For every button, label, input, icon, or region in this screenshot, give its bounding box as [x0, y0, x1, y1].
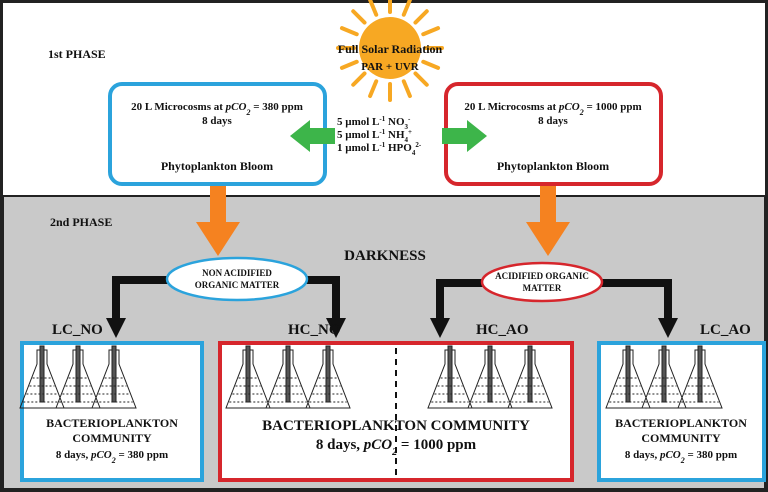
box-hc: [218, 341, 574, 482]
flask-rod: [39, 345, 45, 403]
acidified-line: MATTER: [523, 283, 562, 293]
sun-ray: [339, 26, 359, 37]
sun-title: Full Solar Radiation: [338, 42, 443, 56]
flask-rod: [625, 345, 631, 403]
sun: [336, 0, 444, 102]
nutrient-part: -1: [379, 141, 385, 149]
community-conditions: 8 days, pCO2 = 380 ppm: [625, 449, 737, 465]
nutrient-part: 3: [405, 123, 409, 131]
flask-rod: [245, 345, 251, 403]
nutrient-part: NH: [385, 129, 405, 141]
sun-ray: [421, 26, 441, 37]
nutrient: 5 µmol L-1 NO3-: [337, 115, 411, 131]
sun-ray: [401, 0, 412, 17]
non-acidified-ellipse: [165, 256, 309, 302]
flask-outline: [677, 349, 723, 409]
flask: [91, 345, 137, 409]
nutrient-part: +: [408, 128, 412, 136]
flask-rod: [697, 345, 703, 403]
sun-ray: [368, 0, 379, 17]
sun-ray: [339, 59, 359, 70]
treatment-label: HC_AO: [476, 322, 529, 338]
flask-outline: [91, 349, 137, 409]
flask-rod: [111, 345, 117, 403]
arrow-down-right: [526, 186, 570, 256]
arrow-down-left: [196, 186, 240, 256]
non-acidified-line: ORGANIC MATTER: [195, 280, 280, 290]
flasks: [19, 345, 723, 409]
flask-rod: [447, 345, 453, 403]
sun-ray: [413, 9, 429, 25]
microcosm-high-label: Phytoplankton Bloom: [497, 159, 609, 173]
acidified-line: ACIDIFIED ORGANIC: [495, 271, 589, 281]
nutrient-part: 1 µmol L: [337, 142, 379, 154]
community-conditions: 8 days, pCO2 = 380 ppm: [56, 449, 168, 465]
sun-ray: [351, 9, 367, 25]
nutrient: 1 µmol L-1 HPO42-: [337, 141, 422, 157]
flask-rod: [75, 345, 81, 403]
microcosm-low-label: Phytoplankton Bloom: [161, 159, 273, 173]
split-arrows: [112, 276, 672, 320]
nutrient-part: HPO: [385, 142, 412, 154]
nutrient-part: 5 µmol L: [337, 116, 379, 128]
community-line: BACTERIOPLANKTON: [615, 416, 747, 430]
split-arrowheads: [106, 318, 678, 338]
darkness-label: DARKNESS: [344, 248, 426, 264]
sun-ray: [351, 71, 367, 87]
treatment-label: LC_NO: [52, 322, 103, 338]
treatment-label: LC_AO: [700, 322, 751, 338]
flask-outline: [507, 349, 553, 409]
flask: [427, 345, 473, 409]
nutrient-part: 5 µmol L: [337, 129, 379, 141]
community-conditions: 8 days, pCO2 = 1000 ppm: [316, 437, 477, 458]
microcosm-low-title: 20 L Microcosms at pCO2 = 380 ppm: [131, 101, 303, 117]
nutrient-part: NO: [385, 116, 405, 128]
sun-subtitle: PAR + UVR: [361, 61, 419, 73]
community-line: BACTERIOPLANKTON COMMUNITY: [262, 418, 530, 434]
nutrient-part: 4: [412, 149, 416, 157]
flask-rod: [325, 345, 331, 403]
flask: [677, 345, 723, 409]
community-line: COMMUNITY: [641, 431, 721, 445]
flask-rod: [661, 345, 667, 403]
phase1-label: 1st PHASE: [48, 47, 106, 61]
phase2-label: 2nd PHASE: [50, 215, 112, 229]
flask-outline: [305, 349, 351, 409]
microcosm-low-duration: 8 days: [202, 115, 232, 127]
sun-disc: [359, 17, 421, 79]
sun-ray: [401, 79, 412, 99]
non-acidified-line: NON ACIDIFIED: [202, 268, 272, 278]
arrow-left: [290, 120, 335, 152]
flask-rod: [285, 345, 291, 403]
sun-ray: [413, 71, 429, 87]
nutrient: 5 µmol L-1 NH4+: [337, 128, 412, 144]
flask-rod: [487, 345, 493, 403]
nutrient-part: 4: [405, 136, 409, 144]
nutrient-part: -: [408, 115, 411, 123]
nutrient-part: 2-: [415, 141, 422, 149]
nutrient-part: -1: [379, 128, 385, 136]
flask: [305, 345, 351, 409]
community-line: BACTERIOPLANKTON: [46, 416, 178, 430]
community-line: COMMUNITY: [72, 431, 152, 445]
acidified-ellipse: [480, 261, 604, 303]
treatment-label: HC_NO: [288, 322, 341, 338]
flask-rod: [527, 345, 533, 403]
microcosm-high-duration: 8 days: [538, 115, 568, 127]
flask: [507, 345, 553, 409]
nutrient-part: -1: [379, 115, 385, 123]
sun-ray: [368, 79, 379, 99]
arrow-right: [442, 120, 487, 152]
microcosm-high-title: 20 L Microcosms at pCO2 = 1000 ppm: [464, 101, 641, 117]
sun-ray: [421, 59, 441, 70]
